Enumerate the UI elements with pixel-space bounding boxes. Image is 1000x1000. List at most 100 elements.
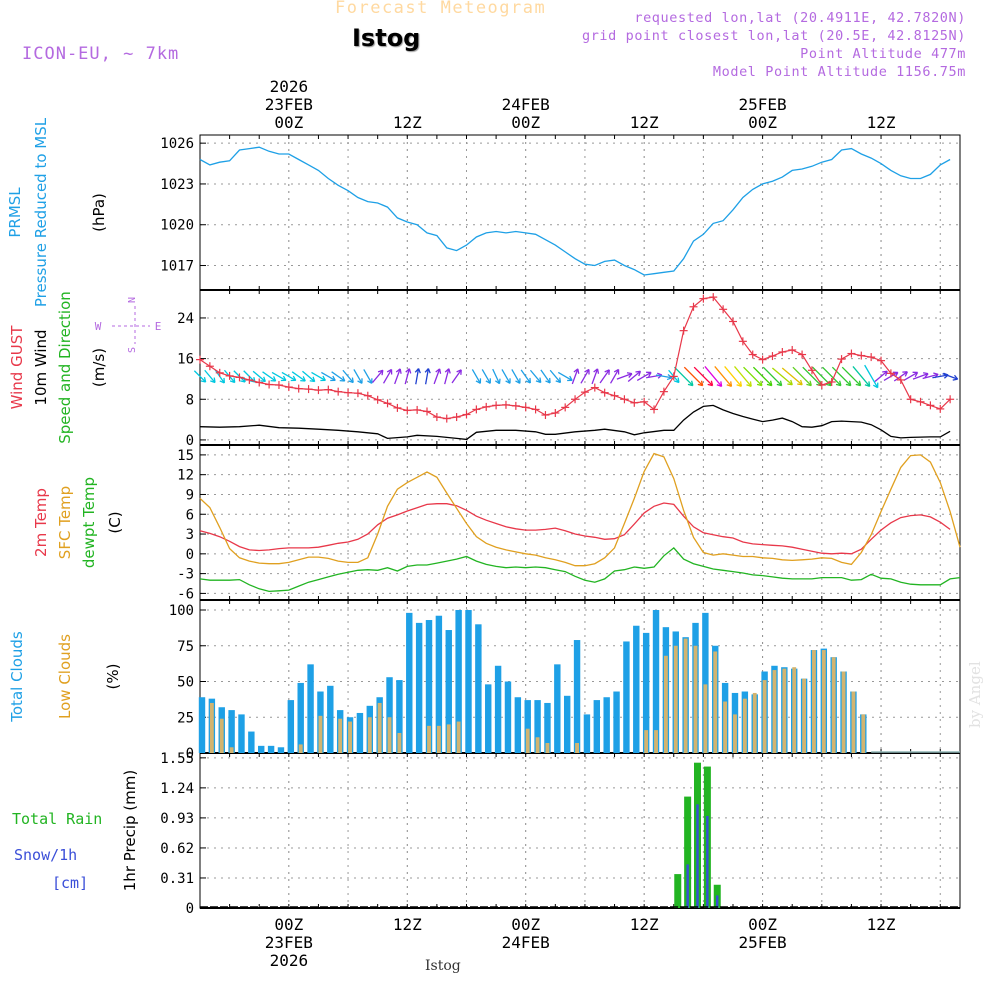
wind-arrow — [529, 369, 542, 384]
wind-arrow-shaft — [424, 368, 430, 385]
wind-arrow — [382, 368, 393, 384]
total-cloud-bar — [297, 682, 304, 753]
wind-arrow-shaft — [281, 371, 297, 381]
gust-marker — [324, 385, 333, 394]
wind-arrow-head — [381, 370, 384, 376]
wind-arrow-shaft — [704, 366, 723, 387]
wind-arrow — [414, 368, 421, 385]
low-cloud-bar — [644, 730, 649, 753]
low-cloud-bar — [782, 668, 787, 753]
gust-marker — [837, 355, 846, 364]
y-tick-label: 0.93 — [160, 811, 194, 827]
gust-marker — [225, 371, 234, 380]
pressure-line — [199, 146, 951, 276]
y-axis-label: Pressure Reduced to MSL — [32, 117, 50, 307]
gust-marker — [728, 317, 737, 326]
gust-marker — [521, 403, 530, 412]
wind-arrow-head — [884, 371, 888, 377]
wind-arrow-head — [444, 368, 450, 373]
wind-arrow-head — [332, 375, 336, 381]
gust-marker — [807, 366, 816, 375]
wind-arrow-head — [399, 368, 402, 374]
compass-w: W — [95, 320, 102, 333]
total-cloud-bar — [396, 680, 403, 753]
wind-arrow — [501, 369, 511, 384]
total-cloud-bar — [475, 624, 482, 753]
wind-arrow-shaft — [481, 369, 491, 384]
wind-arrow-head — [787, 383, 793, 386]
y-tick-label: 100 — [169, 603, 194, 619]
wind-arrow-head — [864, 384, 870, 387]
wind-arrow — [424, 368, 431, 385]
wind-arrow-head — [348, 380, 354, 384]
y-axis-label: Low Clouds — [56, 634, 74, 719]
total-cloud-bar — [277, 747, 285, 753]
wind-arrow — [841, 366, 862, 387]
wind-arrow-head — [515, 380, 521, 384]
wind-arrow-head — [855, 383, 861, 387]
wind-arrow-head — [835, 383, 842, 387]
wind-arrow-head — [351, 377, 354, 383]
wind-arrow — [252, 370, 266, 383]
wind-arrow-shaft — [673, 366, 694, 387]
y-tick-label: 1017 — [160, 259, 194, 275]
panel-frame — [199, 752, 961, 909]
wind-arrow — [831, 366, 852, 387]
total-cloud-bar — [228, 710, 235, 753]
wind-arrow-head — [292, 375, 297, 381]
wind-arrow-shaft — [771, 367, 793, 386]
y-axis-label: 10m Wind — [32, 329, 50, 405]
wind-arrow-shaft — [492, 368, 501, 384]
total-cloud-bar — [554, 664, 561, 753]
wind-arrow — [903, 371, 919, 381]
wind-arrow-shaft — [655, 374, 672, 379]
wind-arrow-head — [203, 377, 207, 383]
wind-arrow — [942, 373, 959, 381]
wind-arrow-head — [249, 380, 256, 383]
wind-arrow — [433, 368, 442, 385]
wind-arrow — [781, 367, 803, 386]
wind-arrow-head — [573, 368, 579, 373]
low-cloud-bar — [851, 691, 856, 753]
y-axis-label: PRMSL — [6, 187, 24, 238]
wind-arrow-head — [760, 380, 763, 386]
bottom-time-label: 24FEB — [502, 933, 550, 952]
gust-marker — [699, 294, 708, 303]
wind-arrow-shaft — [912, 373, 929, 380]
y-tick-label: 0 — [186, 901, 194, 917]
wind-arrow-head — [260, 380, 266, 383]
wind-arrow — [204, 369, 216, 384]
low-cloud-bar — [654, 730, 658, 753]
wind-arrow-head — [405, 368, 410, 373]
gust-marker — [788, 345, 797, 354]
y-tick-label: 0 — [186, 547, 194, 563]
wind-arrow-shaft — [311, 371, 326, 381]
wind-arrow — [271, 371, 287, 382]
wind-arrow-head — [555, 380, 561, 384]
wind-arrow-head — [726, 384, 732, 387]
wind-arrow — [655, 374, 673, 381]
y-tick-label: 9 — [186, 487, 194, 503]
low-cloud-bar — [733, 714, 737, 753]
wind-arrow — [580, 368, 590, 384]
gust-marker — [334, 387, 343, 396]
y-tick-label: 75 — [177, 639, 194, 655]
low-cloud-bar — [693, 645, 698, 753]
panel-3 — [199, 444, 961, 601]
wind-arrow-head — [229, 380, 235, 384]
rain-legend-label: Total Rain — [12, 810, 102, 828]
gust-marker — [235, 373, 244, 382]
wind-arrow-head — [377, 369, 384, 373]
wind-arrow-head — [367, 380, 373, 384]
total-cloud-bar — [485, 684, 492, 753]
wind-arrow-head — [868, 381, 871, 387]
gust-marker — [620, 395, 629, 404]
y-axis-label: SFC Temp — [56, 486, 74, 559]
wind-arrow — [704, 366, 723, 387]
gust-marker — [353, 389, 362, 398]
total-cloud-bar — [504, 681, 512, 753]
wind-arrow-head — [485, 380, 491, 384]
wind-arrow-head — [424, 368, 429, 373]
gust-marker — [452, 413, 461, 422]
